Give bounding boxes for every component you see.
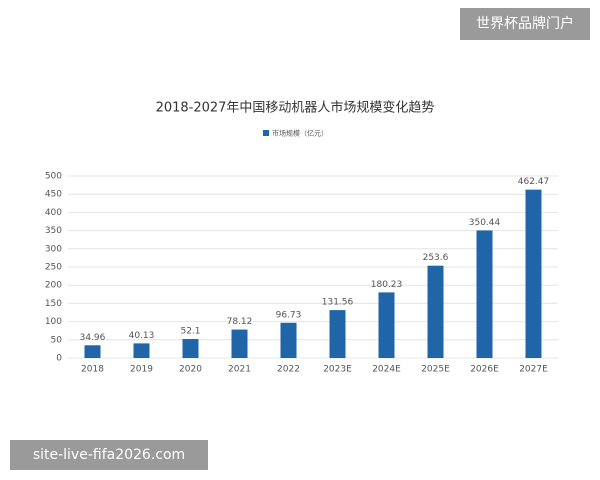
x-tick-label: 2022 — [277, 365, 300, 375]
data-label: 96.73 — [276, 310, 302, 320]
watermark: 世界杯品牌门户 — [476, 15, 574, 32]
y-tick-label: 100 — [45, 317, 62, 327]
data-label: 40.13 — [129, 331, 155, 341]
x-tick-label: 2019 — [130, 365, 153, 375]
bar — [231, 329, 248, 358]
data-label: 253.6 — [423, 253, 449, 263]
x-tick-label: 2023E — [323, 365, 352, 375]
x-tick-label: 2026E — [470, 365, 499, 375]
bar — [476, 230, 493, 358]
x-tick-label: 2021 — [228, 365, 251, 375]
y-tick-label: 250 — [45, 263, 62, 273]
bar — [182, 339, 199, 358]
bar — [525, 189, 542, 358]
chart-title: 2018-2027年中国移动机器人市场规模变化趋势 — [156, 100, 435, 116]
watermark-box — [10, 440, 208, 470]
y-tick-label: 500 — [45, 172, 62, 182]
data-label: 52.1 — [180, 327, 200, 337]
y-tick-label: 450 — [45, 190, 62, 200]
x-tick-label: 2020 — [179, 365, 202, 375]
x-tick-label: 2025E — [421, 365, 450, 375]
bar — [84, 345, 101, 358]
bar — [133, 343, 150, 358]
y-tick-label: 300 — [45, 244, 62, 254]
legend-swatch — [263, 130, 269, 136]
data-label: 131.56 — [322, 298, 354, 308]
y-tick-label: 150 — [45, 299, 62, 309]
bar — [329, 310, 346, 358]
x-tick-label: 2018 — [81, 365, 104, 375]
y-tick-label: 200 — [45, 281, 62, 291]
y-tick-label: 350 — [45, 226, 62, 236]
bar — [378, 292, 395, 358]
y-tick-label: 0 — [56, 354, 62, 364]
watermark-box — [460, 8, 590, 40]
y-tick-label: 50 — [51, 335, 63, 345]
data-label: 350.44 — [469, 218, 501, 228]
data-label: 78.12 — [227, 317, 253, 327]
bar — [427, 265, 444, 358]
watermark: site-live-fifa2026.com — [33, 447, 185, 463]
bar — [280, 322, 297, 358]
x-tick-label: 2024E — [372, 365, 401, 375]
data-label: 34.96 — [80, 333, 106, 343]
x-tick-label: 2027E — [519, 365, 548, 375]
legend-label: 市场规模（亿元） — [272, 129, 328, 138]
data-label: 180.23 — [371, 280, 403, 290]
data-label: 462.47 — [518, 177, 550, 187]
y-tick-label: 400 — [45, 208, 62, 218]
